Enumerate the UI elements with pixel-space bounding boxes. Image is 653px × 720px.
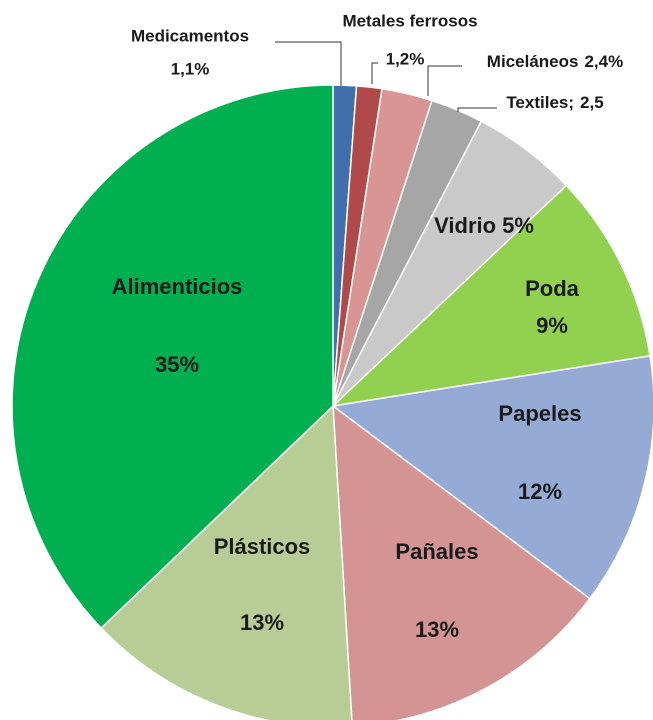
value-label: 1,1% xyxy=(171,59,210,78)
category-name: Miceláneos xyxy=(487,52,579,71)
category-name: Textiles; xyxy=(506,93,574,112)
category-name: Metales ferrosos xyxy=(342,11,477,30)
pie-slice xyxy=(11,84,334,630)
value-label: 13% xyxy=(240,610,284,635)
slice-label: Textiles; 2,5 xyxy=(506,93,603,112)
category-name: Medicamentos xyxy=(131,26,249,45)
category-name: Plásticos xyxy=(214,534,311,559)
leader-line xyxy=(371,62,378,84)
value-label: 2,4% xyxy=(584,52,623,71)
value-label: 5% xyxy=(502,213,534,238)
category-name: Alimenticios xyxy=(112,274,243,299)
leader-line xyxy=(275,41,342,86)
value-label: 1,2% xyxy=(386,49,425,68)
leader-line xyxy=(457,107,497,112)
value-label: 9% xyxy=(536,313,568,338)
value-label: 2,5 xyxy=(580,93,604,112)
slice-label: Vidrio 5% xyxy=(434,213,534,238)
category-name: Vidrio xyxy=(434,213,496,238)
category-name: Pañales xyxy=(395,539,478,564)
pie-slice xyxy=(100,404,353,720)
pie-slice xyxy=(332,404,591,720)
category-name: Papeles xyxy=(498,401,581,426)
category-name: Poda xyxy=(525,276,580,301)
pie-slice xyxy=(330,184,651,408)
value-label: 35% xyxy=(155,352,199,377)
value-label: 12% xyxy=(518,479,562,504)
slice-label: Miceláneos 2,4% xyxy=(487,52,623,71)
leader-line xyxy=(427,65,462,96)
value-label: 13% xyxy=(415,617,459,642)
